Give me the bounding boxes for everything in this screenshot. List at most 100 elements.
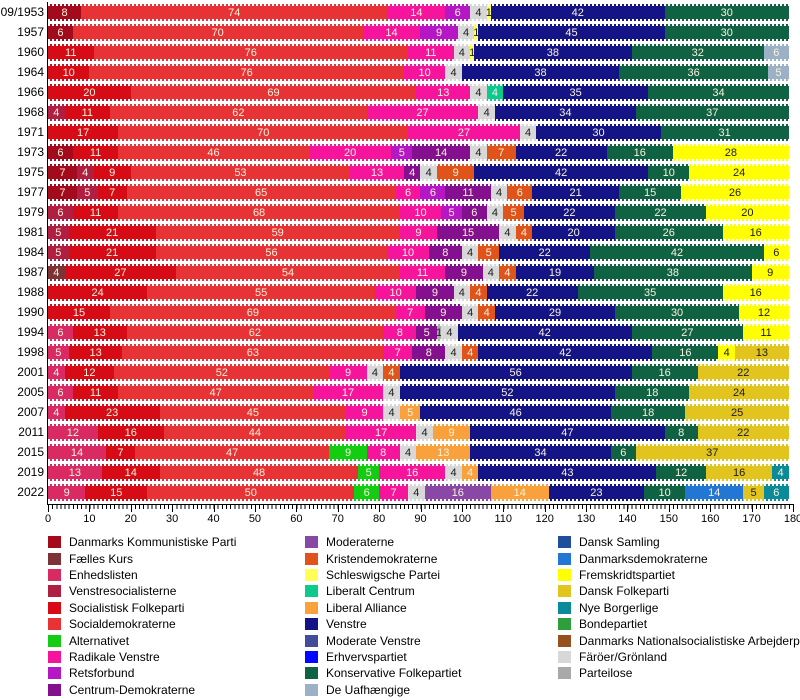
bar-segment-fg: 4 (399, 444, 417, 461)
bar-segment-rv: 9 (329, 364, 367, 381)
bar-segment-fg: 4 (445, 344, 462, 361)
bar-segment-v: 56 (399, 364, 632, 381)
legend-item-lc: Liberalt Centrum (305, 583, 461, 599)
legend-label: Socialdemokraterne (69, 617, 176, 632)
bar-segment-df: 5 (743, 484, 764, 501)
bar-segment-fg: 4 (457, 24, 475, 41)
bar-segment-dkp: 6 (48, 144, 73, 161)
legend-swatch (305, 634, 318, 647)
bar-segment-pl: 1 (436, 324, 442, 341)
legend-swatch (48, 601, 61, 614)
legend-swatch (558, 667, 571, 680)
legend-label: Dansk Samling (579, 535, 660, 550)
bar-row-1987: 1987 4 27 54 11 9 4 4 19 38 9 (0, 264, 800, 281)
bar-segment-v: 22 (515, 144, 607, 161)
bar-segment-el: 14 (48, 444, 106, 461)
bar-segment-rv: 20 (308, 144, 392, 161)
bar-segment-frp: 11 (743, 324, 789, 341)
x-axis-major-tick (461, 505, 463, 512)
bar-segment-frp: 16 (722, 224, 789, 241)
bar-segment-krf: 4 (383, 364, 400, 381)
bar-segment-rv: 7 (395, 304, 425, 321)
legend-label: Retsforbund (69, 666, 135, 681)
legend-swatch (48, 650, 61, 663)
bar-segment-sf: 12 (64, 364, 115, 381)
bar-segment-krf: 4 (461, 344, 479, 361)
bar-segment-rv: 11 (408, 44, 454, 61)
bar-segment-rv: 9 (345, 404, 384, 421)
bar-segment-rv: 27 (366, 104, 479, 121)
legend-item-la: Liberal Alliance (305, 600, 461, 616)
bar-segment-s: 68 (118, 204, 400, 221)
bar-segment-s: 53 (130, 164, 351, 181)
year-label: 1998 (17, 345, 44, 359)
x-axis-tick-label: 0 (44, 513, 52, 525)
x-axis-tick-label: 120 (535, 513, 554, 525)
bar-segment-sf: 17 (48, 124, 119, 141)
bar-segment-sf: 23 (64, 404, 160, 421)
bar-segment-df: 13 (735, 344, 789, 361)
bar-segment-s: 76 (93, 44, 409, 61)
legend-item-s: Socialdemokraterne (48, 616, 236, 632)
bar-segment-fg: 4 (461, 244, 479, 261)
bar-segment-sf: 11 (64, 104, 111, 121)
y-axis-line (47, 2, 48, 505)
bar-segment-fg: 4 (441, 324, 458, 341)
bar-segment-kf: 30 (664, 24, 789, 41)
bar-segment-vs: 4 (76, 164, 94, 181)
legend-item-fk: Fælles Kurs (48, 550, 236, 566)
legend-label: Enhedslisten (69, 567, 138, 582)
bar-segment-sf: 11 (72, 384, 119, 401)
year-label: 1975 (17, 165, 44, 179)
bar-segment-s: 69 (130, 84, 417, 101)
bar-segment-v: 52 (399, 384, 615, 401)
x-axis-tick-label: 170 (742, 513, 761, 525)
bar-segment-v: 34 (470, 444, 611, 461)
x-axis-major-tick (89, 505, 91, 512)
bar-segment-krf: 5 (503, 204, 524, 221)
bar-segment-v: 42 (457, 324, 632, 341)
seat-bar: 5 13 63 7 8 4 4 42 16 4 13 (48, 344, 789, 361)
legend-item-dd: Danmarksdemokraterne (558, 550, 800, 566)
bar-segment-sf: 10 (48, 64, 90, 81)
bar-segment-sf: 15 (48, 304, 111, 321)
bar-row-1977: 1977 7 5 7 65 6 6 11 4 6 21 15 26 (0, 184, 800, 201)
bar-row-2005: 2005 6 11 47 17 4 52 18 24 (0, 384, 800, 401)
bar-segment-v: 21 (532, 184, 620, 201)
legend-label: Centrum-Demokraterne (69, 682, 196, 697)
bar-segment-s: 46 (118, 144, 309, 161)
year-label: 1979 (17, 205, 44, 219)
bar-segment-dd: 14 (685, 484, 744, 501)
bar-segment-fg: 4 (453, 44, 471, 61)
bar-segment-frp: 16 (722, 284, 789, 301)
bar-segment-kf: 15 (619, 184, 682, 201)
legend-swatch (558, 618, 571, 631)
bar-segment-sf: 13 (72, 324, 127, 341)
bar-segment-fg: 4 (482, 264, 500, 281)
legend-label: Parteilose (579, 666, 633, 681)
bar-segment-kf: 26 (614, 224, 723, 241)
bar-segment-v: 42 (478, 344, 653, 361)
bar-segment-cd: 9 (445, 264, 483, 281)
legend-item-m: Moderaterne (305, 534, 461, 550)
x-axis-major-tick (420, 505, 422, 512)
legend-swatch (48, 585, 61, 598)
bar-segment-s: 70 (72, 24, 363, 41)
bar-segment-sf: 21 (68, 244, 156, 261)
x-axis-line (48, 504, 794, 505)
bar-segment-frp: 26 (681, 184, 789, 201)
x-axis-tick-label: 10 (83, 513, 96, 525)
bar-segment-alt: 6 (354, 484, 380, 501)
bar-segment-vs: 4 (48, 104, 65, 121)
legend-swatch (305, 601, 318, 614)
year-label: 1990 (17, 305, 44, 319)
x-axis-tick-label: 40 (207, 513, 220, 525)
bar-row-2019: 2019 13 14 48 5 16 4 4 43 12 16 4 (0, 464, 800, 481)
legend-swatch (558, 585, 571, 598)
bar-segment-v: 43 (478, 464, 657, 481)
legend-item-sp: Schleswigsche Partei (305, 567, 461, 583)
seat-bar: 12 16 44 17 4 9 47 8 22 (48, 424, 789, 441)
seat-bar: 9 15 50 6 7 4 16 14 23 10 14 5 6 (48, 484, 789, 501)
x-axis-major-tick (710, 505, 712, 512)
legend-item-nb: Nye Borgerlige (558, 600, 800, 616)
